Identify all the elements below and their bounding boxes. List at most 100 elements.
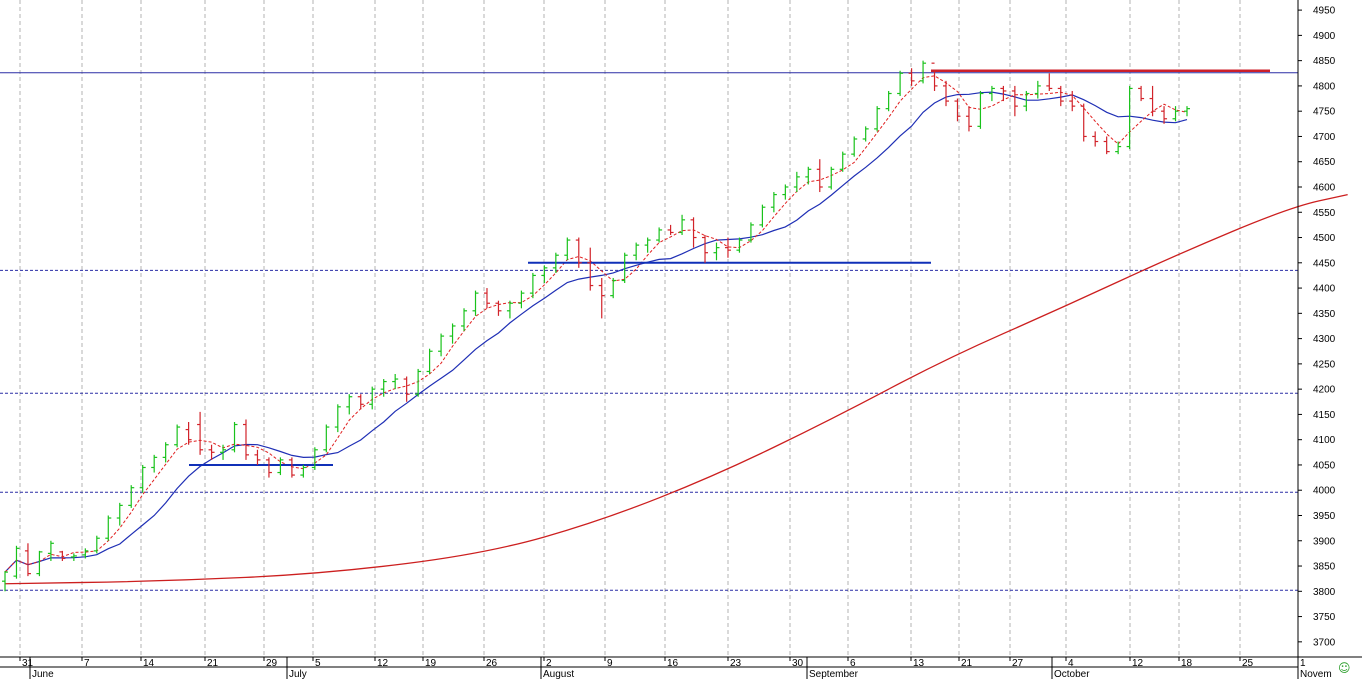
ohlc-bar	[334, 404, 341, 433]
x-tick-label: 9	[607, 658, 613, 669]
ohlc-bar	[598, 277, 605, 319]
y-tick-label: 4050	[1313, 460, 1336, 471]
ohlc-bar	[346, 394, 353, 415]
ohlc-bar	[392, 373, 399, 390]
ohlc-bar	[644, 237, 651, 253]
x-tick-label: 5	[315, 658, 321, 669]
ohlc-bar	[231, 421, 238, 453]
ohlc-bar	[254, 449, 261, 465]
x-tick-label: 14	[143, 658, 155, 669]
ohlc-bar	[300, 464, 307, 478]
y-tick-label: 3950	[1313, 511, 1336, 522]
x-tick-label: 7	[84, 658, 90, 669]
ohlc-bar	[369, 386, 376, 410]
ohlc-bar	[438, 333, 445, 357]
y-tick-label: 3700	[1313, 637, 1336, 648]
month-label: Novem	[1300, 669, 1332, 679]
ohlc-bar	[265, 457, 272, 478]
ohlc-bar	[105, 515, 112, 541]
ohlc-bar	[426, 348, 433, 374]
ohlc-bar	[931, 62, 938, 91]
ohlc-bar	[1126, 85, 1133, 150]
y-tick-label: 3850	[1313, 562, 1336, 573]
ohlc-bar	[403, 376, 410, 402]
ohlc-bar	[988, 85, 995, 102]
y-tick-label: 4150	[1313, 410, 1336, 421]
ohlc-bar	[965, 106, 972, 132]
ohlc-bar	[770, 192, 777, 213]
ohlc-bar	[713, 242, 720, 261]
ohlc-bar	[495, 300, 502, 316]
x-tick-label: 31	[22, 658, 34, 669]
ohlc-bar	[47, 540, 54, 561]
ohlc-bar	[70, 553, 77, 561]
ohlc-bar	[702, 235, 709, 263]
ohlc-bar	[174, 424, 181, 448]
ohlc-bar	[1000, 85, 1007, 102]
y-tick-label: 4700	[1313, 132, 1336, 143]
x-tick-label: 29	[266, 658, 278, 669]
month-label: October	[1054, 669, 1090, 679]
y-tick-label: 4100	[1313, 435, 1336, 446]
ohlc-bar	[908, 68, 915, 86]
ohlc-bar	[885, 90, 892, 112]
ohlc-bar	[59, 550, 66, 561]
y-tick-label: 4400	[1313, 284, 1336, 295]
y-tick-label: 3750	[1313, 612, 1336, 623]
ohlc-bar	[1103, 136, 1110, 155]
x-tick-label: 13	[913, 658, 925, 669]
y-tick-label: 4550	[1313, 208, 1336, 219]
ohlc-bar	[461, 308, 468, 332]
ohlc-bar	[116, 502, 123, 526]
y-tick-label: 3900	[1313, 536, 1336, 547]
ohlc-bar	[1138, 85, 1145, 102]
ohlc-bar	[1172, 106, 1179, 122]
y-tick-label: 4600	[1313, 182, 1336, 193]
x-tick-label: 16	[667, 658, 679, 669]
y-tick-label: 4450	[1313, 258, 1336, 269]
ma-fast-line	[4, 75, 1188, 573]
ohlc-bar	[197, 411, 204, 455]
y-tick-label: 4850	[1313, 56, 1336, 67]
x-tick-label: 21	[961, 658, 973, 669]
ohlc-bar	[323, 424, 330, 453]
y-tick-label: 4250	[1313, 359, 1336, 370]
ohlc-bar	[552, 252, 559, 273]
ohlc-bar	[518, 290, 525, 309]
ma-long-line	[4, 193, 1348, 585]
month-label: August	[543, 669, 574, 679]
x-tick-label: 26	[486, 658, 498, 669]
x-tick-label: 19	[425, 658, 437, 669]
x-tick-label: 18	[1181, 658, 1193, 669]
ohlc-bar	[977, 90, 984, 129]
x-tick-label: 6	[850, 658, 856, 669]
ohlc-bar	[449, 323, 456, 344]
ohlc-bar	[277, 457, 284, 476]
ohlc-bar	[954, 98, 961, 122]
y-tick-label: 4350	[1313, 309, 1336, 320]
ohlc-bar	[793, 171, 800, 193]
ohlc-bar	[943, 80, 950, 107]
ohlc-bar	[128, 485, 135, 508]
ohlc-bar	[1057, 85, 1064, 107]
ohlc-bar	[82, 548, 89, 559]
ohlc-bar	[311, 447, 318, 471]
ohlc-bar	[185, 421, 192, 445]
ohlc-bar	[208, 444, 215, 460]
ohlc-bar	[667, 224, 674, 236]
ohlc-bar	[472, 290, 479, 316]
ohlc-bar	[1115, 141, 1122, 155]
ohlc-bar	[506, 300, 513, 319]
ohlc-bar	[747, 222, 754, 243]
ohlc-bar	[736, 237, 743, 253]
x-tick-label: 23	[730, 658, 742, 669]
ohlc-bar	[139, 464, 146, 493]
ohlc-bar	[759, 204, 766, 228]
ohlc-bar	[564, 237, 571, 261]
ohlc-bar	[288, 457, 295, 478]
ohlc-bar	[162, 442, 169, 463]
x-tick-label: 1	[1300, 658, 1306, 669]
ohlc-bar	[541, 265, 548, 284]
ohlc-bar	[610, 277, 617, 299]
